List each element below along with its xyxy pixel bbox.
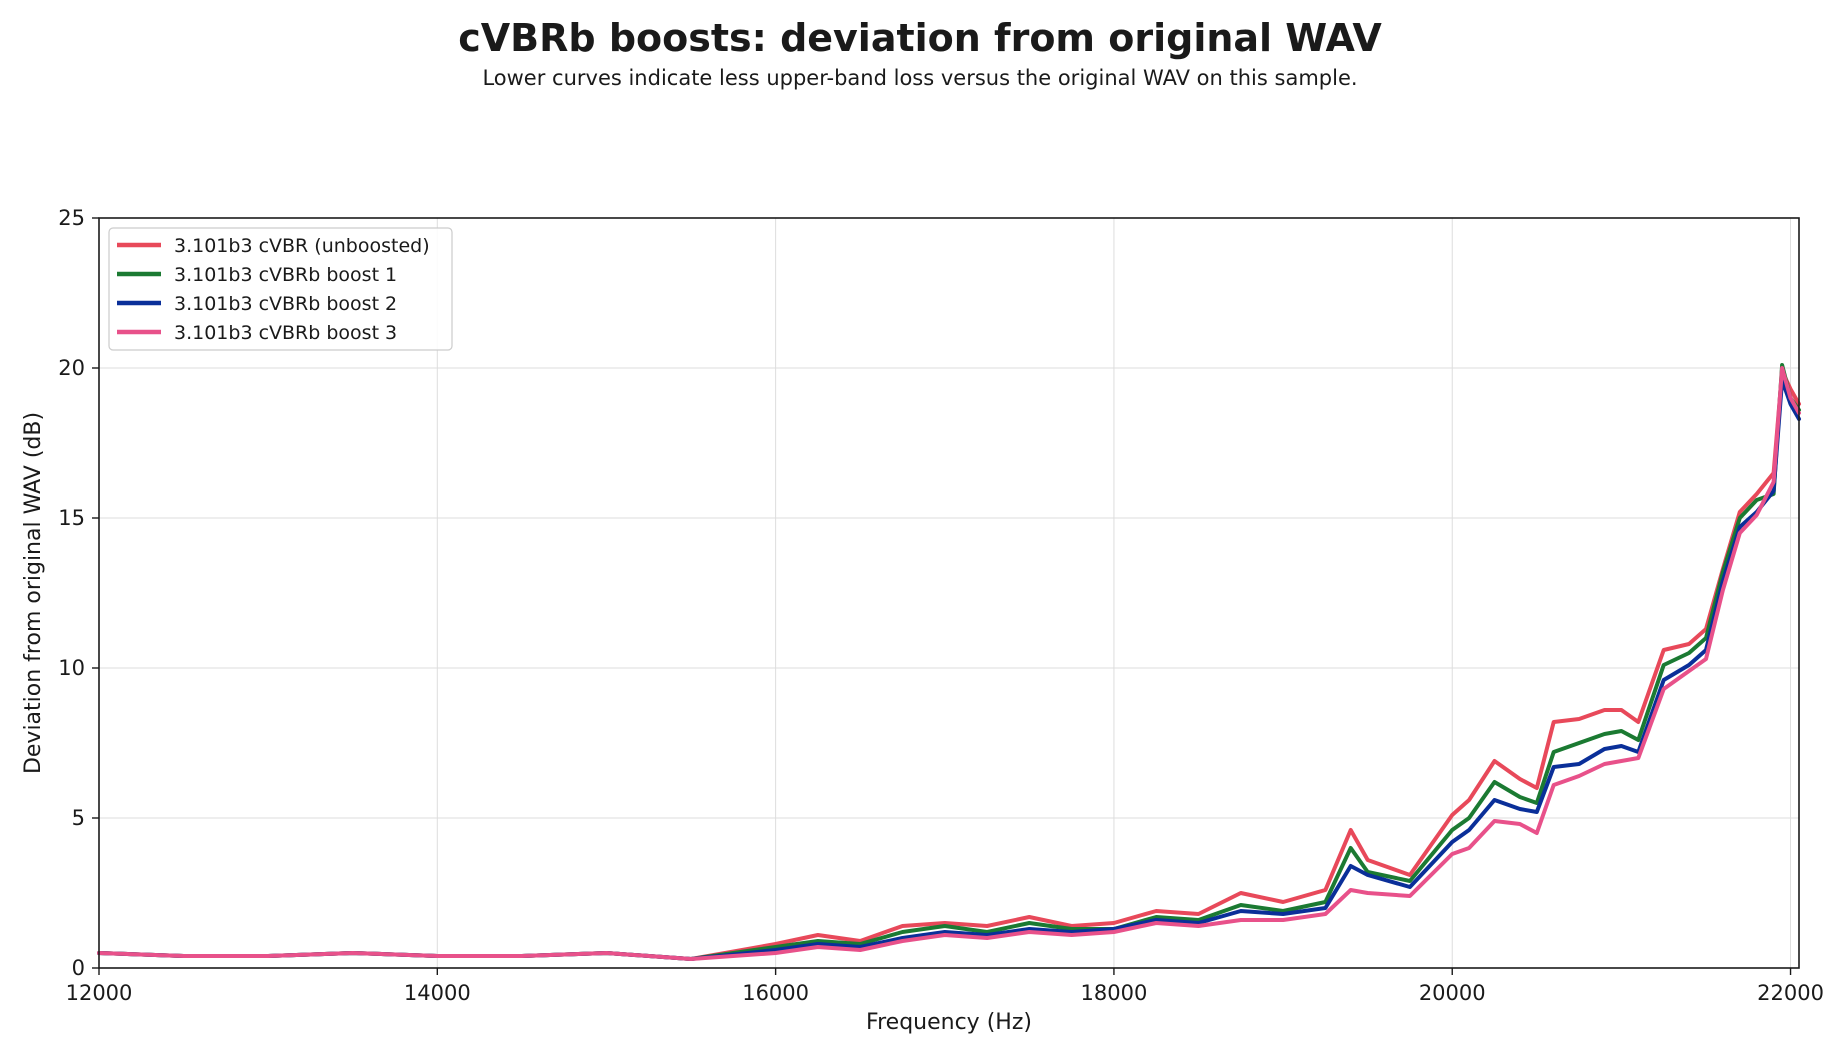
chart-title: cVBRb boosts: deviation from original WA… xyxy=(458,16,1382,60)
series-lines xyxy=(97,363,1801,961)
legend: 3.101b3 cVBR (unboosted) 3.101b3 cVBRb bo… xyxy=(108,227,453,351)
x-tick-label: 22000 xyxy=(1757,981,1824,1005)
y-tick-label: 5 xyxy=(72,806,85,830)
x-tick-label: 18000 xyxy=(1081,981,1148,1005)
series-line-2 xyxy=(97,363,1801,961)
legend-label-1: 3.101b3 cVBR (unboosted) xyxy=(174,235,430,257)
series-line-1 xyxy=(97,369,1801,961)
chart-subtitle: Lower curves indicate less upper-band lo… xyxy=(482,66,1358,90)
legend-box xyxy=(108,227,453,351)
x-tick-label: 20000 xyxy=(1419,981,1486,1005)
y-tick-label: 15 xyxy=(58,506,85,530)
y-tick-label: 10 xyxy=(58,656,85,680)
y-tick-label: 25 xyxy=(58,206,85,230)
x-tick-label: 14000 xyxy=(404,981,471,1005)
legend-label-3: 3.101b3 cVBRb boost 2 xyxy=(174,293,397,315)
y-tick-label: 20 xyxy=(58,356,85,380)
legend-label-4: 3.101b3 cVBRb boost 3 xyxy=(174,322,397,344)
axis-ticks: 12000 14000 16000 18000 20000 22000 0 5 10 15 20 25 xyxy=(58,206,1824,1005)
legend-label-2: 3.101b3 cVBRb boost 1 xyxy=(174,264,397,286)
y-axis-label: Deviation from original WAV (dB) xyxy=(21,412,46,774)
y-tick-label: 0 xyxy=(72,956,85,980)
x-tick-label: 16000 xyxy=(742,981,809,1005)
x-tick-label: 12000 xyxy=(66,981,133,1005)
x-axis-label: Frequency (Hz) xyxy=(866,1010,1032,1035)
series-line-3 xyxy=(97,378,1801,961)
series-line-4 xyxy=(97,366,1801,961)
plot-frame xyxy=(98,217,1800,969)
